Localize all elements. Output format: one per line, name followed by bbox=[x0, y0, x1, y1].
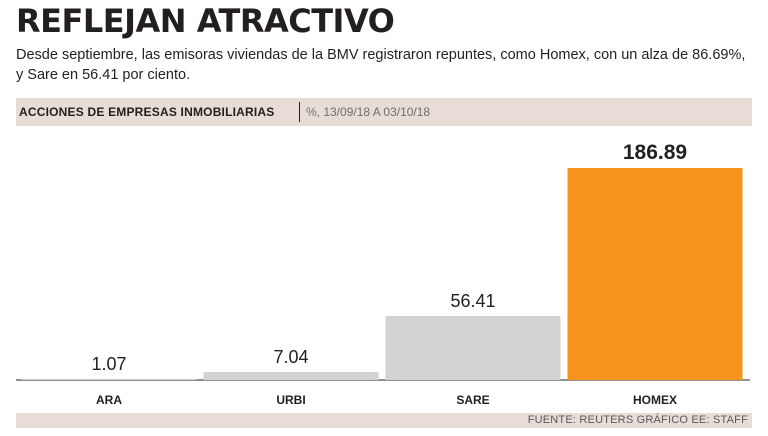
x-tick-label-urbi: URBI bbox=[276, 393, 305, 407]
bar-ara bbox=[21, 378, 197, 380]
bar-urbi bbox=[203, 372, 379, 380]
x-tick-label-sare: SARE bbox=[456, 393, 489, 407]
bar-chart: 1.07 ARA 7.04 URBI 56.41 SARE 186.89 HOMEX bbox=[16, 141, 750, 407]
bar-homex bbox=[567, 168, 743, 380]
data-label-urbi: 7.04 bbox=[273, 347, 308, 367]
data-label-ara: 1.07 bbox=[91, 354, 126, 374]
data-label-sare: 56.41 bbox=[450, 291, 495, 311]
chart-title: ACCIONES DE EMPRESAS INMOBILIARIAS bbox=[19, 105, 275, 119]
source-note: FUENTE: REUTERS GRÁFICO EE: STAFF bbox=[527, 414, 748, 426]
page-title: REFLEJAN ATRACTIVO bbox=[16, 2, 395, 40]
bar-sare bbox=[385, 316, 561, 380]
x-tick-label-homex: HOMEX bbox=[633, 393, 677, 407]
footer-band: FUENTE: REUTERS GRÁFICO EE: STAFF bbox=[16, 413, 752, 428]
chart-header-band: ACCIONES DE EMPRESAS INMOBILIARIAS %, 13… bbox=[16, 98, 752, 126]
subtitle: Desde septiembre, las emisoras viviendas… bbox=[16, 47, 746, 83]
data-label-homex: 186.89 bbox=[623, 141, 687, 164]
chart-subtitle: %, 13/09/18 A 03/10/18 bbox=[306, 105, 431, 119]
divider bbox=[299, 102, 300, 122]
x-tick-label-ara: ARA bbox=[96, 393, 122, 407]
